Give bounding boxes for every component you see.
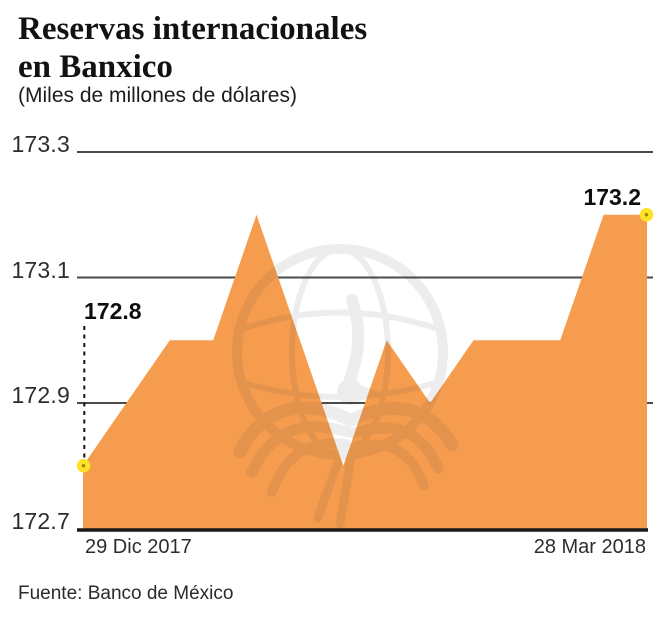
y-tick-label-172-7: 172.7 [11, 508, 70, 534]
y-tick-label-172-9: 172.9 [11, 382, 70, 408]
annotation-start-value: 172.8 [84, 298, 142, 324]
x-axis-label-start: 29 Dic 2017 [85, 536, 192, 558]
end-marker-dot-center [644, 213, 649, 217]
y-tick-label-173-1: 173.1 [11, 257, 70, 283]
chart-subtitle: (Miles de millones de dólares) [18, 84, 297, 107]
chart-title-line1: Reservas internacionales [18, 11, 368, 47]
annotation-end-value: 173.2 [583, 184, 641, 210]
chart-title-line2: en Banxico [18, 49, 173, 85]
area-series [83, 214, 647, 529]
start-marker-dot-center [81, 464, 86, 468]
source-note: Fuente: Banco de México [18, 583, 234, 604]
y-tick-label-173-3: 173.3 [11, 131, 70, 157]
x-axis-label-end: 28 Mar 2018 [533, 536, 646, 558]
watermark-eagle-logo [232, 244, 459, 529]
